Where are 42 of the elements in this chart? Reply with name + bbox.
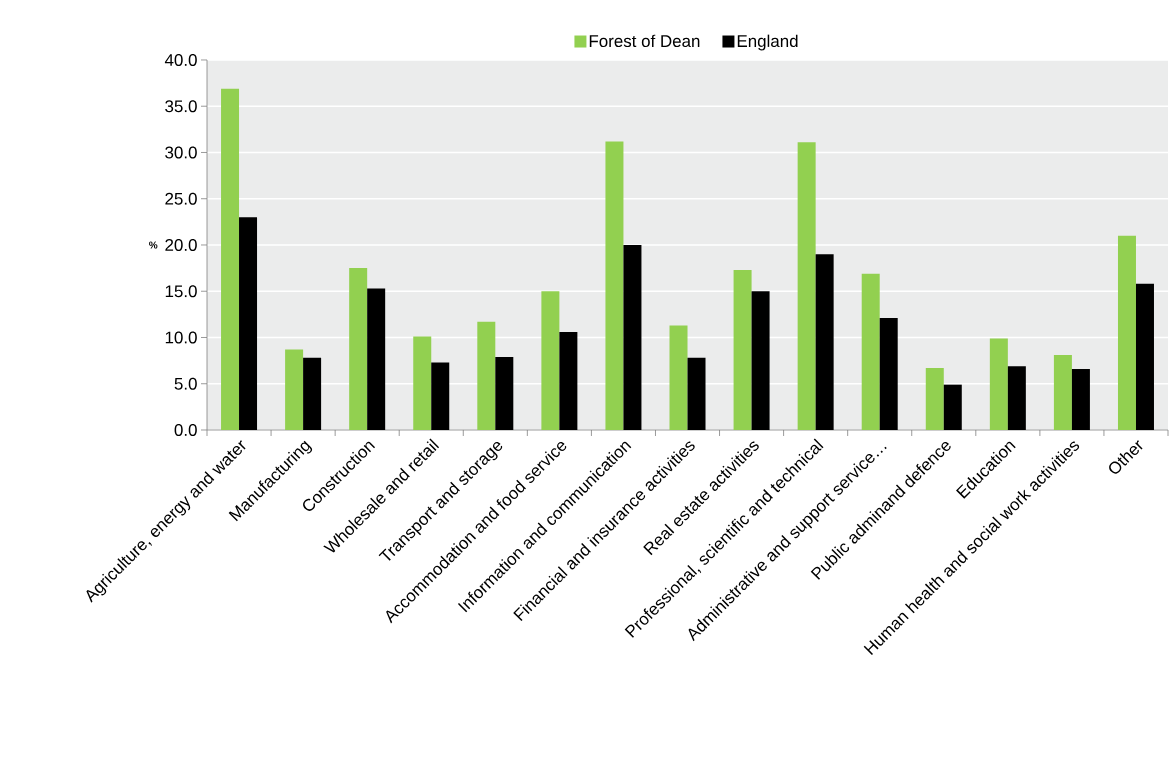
bar: [477, 321, 496, 430]
y-tick-label: 5.0: [174, 377, 197, 390]
bar: [925, 368, 944, 430]
y-tick-label: 10.0: [165, 331, 197, 344]
y-tick-label: 20.0: [165, 238, 197, 251]
bar: [943, 384, 962, 430]
bar: [669, 325, 688, 430]
bar: [349, 268, 368, 430]
y-tick-label: 40.0: [164, 53, 197, 66]
bar: [861, 273, 880, 430]
bar: [879, 318, 898, 430]
bar: [285, 349, 304, 430]
bar: [1071, 368, 1090, 430]
legend-label: England: [737, 34, 798, 51]
bar: [989, 338, 1008, 430]
y-tick-label: 25.0: [165, 192, 197, 205]
y-tick-label: 35.0: [165, 100, 197, 113]
bar: [541, 291, 560, 430]
bar: [413, 336, 432, 430]
y-tick-label: 30.0: [165, 146, 197, 159]
bar: [1135, 283, 1154, 430]
bar: [815, 254, 834, 430]
bar: [495, 356, 514, 430]
bar: [559, 331, 578, 430]
legend-label: Forest of Dean: [589, 34, 700, 48]
y-tick-label: 15.0: [165, 285, 197, 298]
bar: [431, 362, 450, 430]
bar: [1117, 235, 1136, 430]
bar: [623, 244, 642, 430]
y-axis-title: %: [149, 241, 158, 249]
y-tick-label: 0.0: [174, 423, 197, 436]
bar: [751, 291, 770, 430]
bar: [733, 269, 752, 430]
bar: [797, 142, 816, 430]
bar: [1053, 355, 1072, 430]
bar: [1007, 366, 1026, 430]
bar: [239, 217, 258, 430]
bar: [367, 288, 386, 430]
bar: [221, 88, 240, 430]
bar: [303, 357, 322, 430]
bar: [605, 141, 624, 430]
bar: [687, 357, 706, 430]
